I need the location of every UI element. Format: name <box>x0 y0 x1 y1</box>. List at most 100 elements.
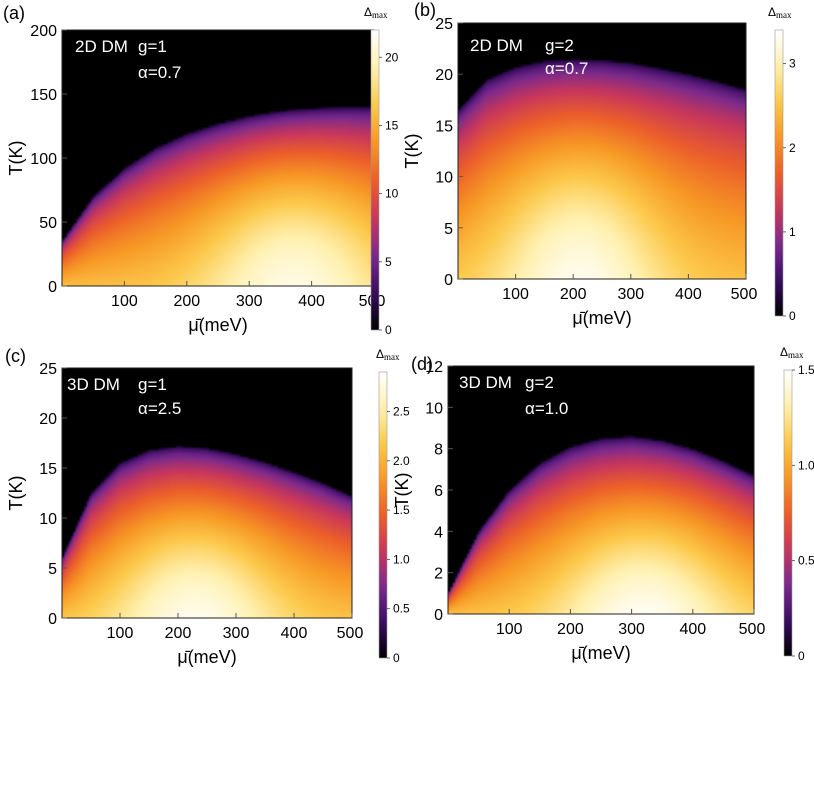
colorbar-tick-label: 2.0 <box>393 454 410 468</box>
colorbar-tick-label: 0 <box>393 651 400 665</box>
x-tick-label: 400 <box>281 625 308 642</box>
panel-label: (d) <box>411 354 433 374</box>
colorbar-title: Δmax <box>780 345 804 360</box>
x-tick-label: 500 <box>337 625 364 642</box>
colorbar <box>370 29 380 331</box>
panel-c: 100 200 300 400 500 0 5 10 15 20 25 μ̄(meV) T(K) (c) 3… <box>5 346 410 667</box>
x-tick-label: 300 <box>236 293 263 310</box>
y-axis-label: T(K) <box>402 134 422 169</box>
y-tick-label: 12 <box>425 359 443 376</box>
colorbar-tick-label: 1.0 <box>393 552 410 566</box>
panel-d: 100 200 300 400 500 0 2 4 6 8 10 12 μ̄(meV) T(K) (d) 3D… <box>392 345 814 663</box>
panel-label: (c) <box>5 346 26 366</box>
colorbar-title: Δmax <box>768 5 792 20</box>
y-tick-label: 10 <box>39 511 57 528</box>
x-tick-label: 300 <box>617 286 644 303</box>
colorbar <box>774 29 784 317</box>
y-axis-label: T(K) <box>6 141 26 176</box>
x-tick-label: 100 <box>107 625 134 642</box>
colorbar-title-symbol: Δ <box>364 5 372 19</box>
x-axis-label: μ̄(meV) <box>188 315 247 335</box>
heatmap-image <box>62 30 374 286</box>
heatmap-image <box>448 366 754 614</box>
colorbar-title-subscript: max <box>384 352 400 362</box>
panel-annotation: g=2 <box>545 36 574 55</box>
panel-annotation: 3D DM <box>67 375 120 394</box>
x-tick-label: 300 <box>223 625 250 642</box>
panel-annotation: g=1 <box>138 375 167 394</box>
panel-annotation: 3D DM <box>459 373 512 392</box>
colorbar <box>378 371 388 659</box>
y-tick-label: 10 <box>435 170 453 187</box>
y-tick-label: 5 <box>444 221 453 238</box>
y-tick-label: 15 <box>435 118 453 135</box>
y-tick-label: 0 <box>434 607 443 624</box>
colorbar-title-symbol: Δ <box>768 5 776 19</box>
x-tick-label: 100 <box>496 621 523 638</box>
colorbar-title-symbol: Δ <box>780 345 788 359</box>
y-tick-label: 5 <box>48 561 57 578</box>
panel-annotation: 2D DM <box>75 37 128 56</box>
y-tick-label: 25 <box>39 361 57 378</box>
colorbar-tick-label: 1.5 <box>798 363 814 377</box>
y-tick-label: 10 <box>425 400 443 417</box>
panel-b: 100 200 300 400 5000510152025μ̄(meV)T(K)(b)2… <box>402 0 796 328</box>
colorbar-tick-label: 2 <box>789 141 796 155</box>
panel-annotation: g=1 <box>138 37 167 56</box>
colorbar-tick-label: 0.5 <box>393 602 410 616</box>
x-tick-label: 200 <box>560 286 587 303</box>
x-tick-label: 400 <box>298 293 325 310</box>
panel-a: 100200300400500050100150200μ̄(meV)T(K)(a… <box>3 3 399 337</box>
colorbar-tick-label: 3 <box>789 57 796 71</box>
colorbar-title: Δmax <box>376 347 400 362</box>
y-tick-label: 50 <box>39 215 57 232</box>
colorbar-title-subscript: max <box>372 10 388 20</box>
colorbar-title-symbol: Δ <box>376 347 384 361</box>
colorbar-tick-label: 2.5 <box>393 404 410 418</box>
y-tick-label: 4 <box>434 524 443 541</box>
y-tick-label: 15 <box>39 461 57 478</box>
colorbar-tick-label: 1.5 <box>393 503 410 517</box>
x-axis-label: μ̄(meV) <box>177 647 236 667</box>
colorbar-tick-label: 5 <box>385 255 392 269</box>
heatmap-image <box>62 368 352 618</box>
x-tick-label: 100 <box>502 286 529 303</box>
y-tick-label: 0 <box>48 279 57 296</box>
panel-label: (a) <box>3 3 25 23</box>
colorbar <box>783 369 793 657</box>
y-tick-label: 20 <box>39 411 57 428</box>
y-tick-label: 2 <box>434 566 443 583</box>
y-tick-label: 150 <box>30 87 57 104</box>
panel-annotation: α=0.7 <box>545 59 588 78</box>
panel-annotation: α=0.7 <box>138 63 181 82</box>
x-tick-label: 200 <box>165 625 192 642</box>
y-tick-label: 0 <box>444 272 453 289</box>
y-tick-label: 8 <box>434 442 443 459</box>
colorbar-title: Δmax <box>364 5 388 20</box>
y-tick-label: 6 <box>434 483 443 500</box>
y-tick-label: 100 <box>30 151 57 168</box>
y-axis-label: T(K) <box>6 476 26 511</box>
plot-frame <box>457 22 747 280</box>
y-tick-label: 20 <box>435 67 453 84</box>
x-tick-label: 300 <box>618 621 645 638</box>
y-tick-label: 25 <box>435 16 453 33</box>
colorbar-title-subscript: max <box>788 350 804 360</box>
x-tick-label: 500 <box>731 286 758 303</box>
x-axis-label: μ̄(meV) <box>572 308 631 328</box>
panel-annotation: g=2 <box>525 373 554 392</box>
x-tick-label: 400 <box>679 621 706 638</box>
y-axis-label: T(K) <box>392 473 412 508</box>
colorbar-title-subscript: max <box>776 10 792 20</box>
plot-frame <box>61 367 353 619</box>
panel-annotation: α=1.0 <box>525 399 568 418</box>
colorbar-tick-label: 1 <box>789 225 796 239</box>
x-tick-label: 200 <box>173 293 200 310</box>
colorbar-tick-label: 0 <box>385 323 392 337</box>
y-tick-label: 0 <box>48 611 57 628</box>
colorbar-tick-label: 0 <box>789 309 796 323</box>
x-tick-label: 200 <box>557 621 584 638</box>
x-tick-label: 400 <box>675 286 702 303</box>
x-axis-label: μ̄(meV) <box>571 643 630 663</box>
